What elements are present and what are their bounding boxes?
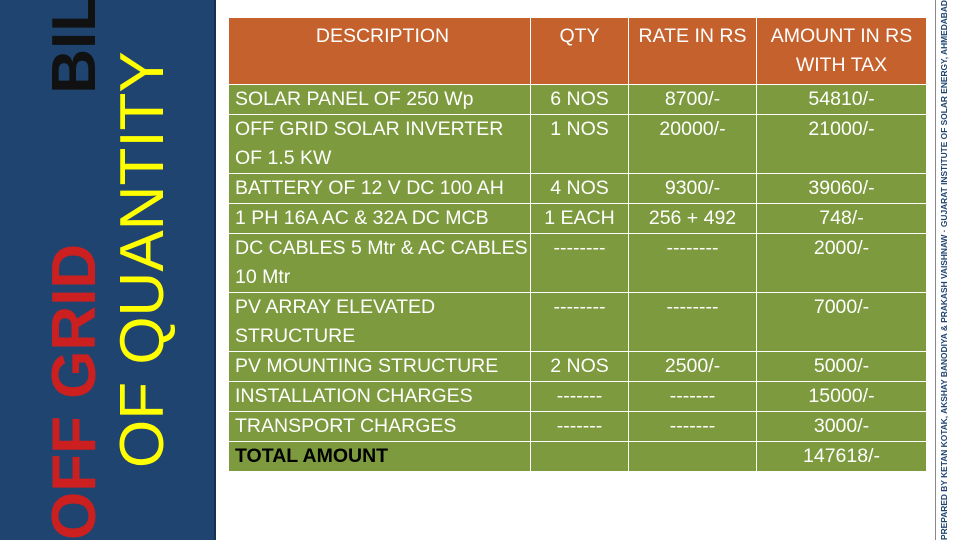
credit-divider <box>935 0 936 540</box>
table-header-row: DESCRIPTION QTY RATE IN RS AMOUNT IN RS … <box>228 17 927 85</box>
table-row: SOLAR PANEL OF 250 Wp 6 NOS 8700/- 54810… <box>228 84 927 115</box>
table-row: 1 PH 16A AC & 32A DC MCB 1 EACH 256 + 49… <box>228 203 927 234</box>
row-rate: 20000/- <box>628 114 757 174</box>
row-rate: ------- <box>628 381 757 412</box>
row-qty: ------- <box>530 411 629 442</box>
table-row: PV ARRAY ELEVATED STRUCTURE -------- ---… <box>228 292 927 352</box>
table-row: BATTERY OF 12 V DC 100 AH 4 NOS 9300/- 3… <box>228 173 927 204</box>
row-rate: 256 + 492 <box>628 203 757 234</box>
bill-of-quantity-table: DESCRIPTION QTY RATE IN RS AMOUNT IN RS … <box>228 17 927 472</box>
table-row: PV MOUNTING STRUCTURE 2 NOS 2500/- 5000/… <box>228 351 927 382</box>
row-description: TRANSPORT CHARGES <box>228 411 531 442</box>
row-description: INSTALLATION CHARGES <box>228 381 531 412</box>
total-amount: 147618/- <box>756 441 927 472</box>
total-row: TOTAL AMOUNT 147618/- <box>228 441 927 472</box>
title-line-1: OFF GRID BILL <box>40 0 110 540</box>
total-rate-cell <box>628 441 757 472</box>
row-rate: 8700/- <box>628 84 757 115</box>
table-row: DC CABLES 5 Mtr & AC CABLES 10 Mtr -----… <box>228 233 927 293</box>
row-description: PV MOUNTING STRUCTURE <box>228 351 531 382</box>
header-rate: RATE IN RS <box>628 17 757 85</box>
total-label: TOTAL AMOUNT <box>228 441 531 472</box>
title-bill: BILL <box>40 0 109 94</box>
row-qty: -------- <box>530 292 629 352</box>
row-amount: 15000/- <box>756 381 927 412</box>
credit-text: PREPARED BY KETAN KOTAK, AKSHAY BANODIYA… <box>939 0 949 540</box>
table-row: INSTALLATION CHARGES ------- ------- 150… <box>228 381 927 412</box>
row-amount: 2000/- <box>756 233 927 293</box>
row-amount: 54810/- <box>756 84 927 115</box>
table-row: TRANSPORT CHARGES ------- ------- 3000/- <box>228 411 927 442</box>
row-amount: 39060/- <box>756 173 927 204</box>
row-amount: 5000/- <box>756 351 927 382</box>
row-qty: -------- <box>530 233 629 293</box>
row-amount: 7000/- <box>756 292 927 352</box>
row-description: OFF GRID SOLAR INVERTER OF 1.5 KW <box>228 114 531 174</box>
row-rate: -------- <box>628 233 757 293</box>
row-qty: 1 EACH <box>530 203 629 234</box>
row-description: PV ARRAY ELEVATED STRUCTURE <box>228 292 531 352</box>
header-description: DESCRIPTION <box>228 17 531 85</box>
row-rate: 9300/- <box>628 173 757 204</box>
row-amount: 3000/- <box>756 411 927 442</box>
row-rate: 2500/- <box>628 351 757 382</box>
row-amount: 748/- <box>756 203 927 234</box>
row-qty: 4 NOS <box>530 173 629 204</box>
row-qty: ------- <box>530 381 629 412</box>
row-qty: 1 NOS <box>530 114 629 174</box>
row-rate: ------- <box>628 411 757 442</box>
total-qty-cell <box>530 441 629 472</box>
row-qty: 2 NOS <box>530 351 629 382</box>
title-off-grid: OFF GRID <box>40 243 109 540</box>
row-description: DC CABLES 5 Mtr & AC CABLES 10 Mtr <box>228 233 531 293</box>
row-description: 1 PH 16A AC & 32A DC MCB <box>228 203 531 234</box>
table-row: OFF GRID SOLAR INVERTER OF 1.5 KW 1 NOS … <box>228 114 927 174</box>
slide-title: OFF GRID BILL OF QUANTITY <box>8 0 208 540</box>
row-amount: 21000/- <box>756 114 927 174</box>
header-amount: AMOUNT IN RS WITH TAX <box>756 17 927 85</box>
title-panel: OFF GRID BILL OF QUANTITY <box>0 0 216 540</box>
header-qty: QTY <box>530 17 629 85</box>
row-description: BATTERY OF 12 V DC 100 AH <box>228 173 531 204</box>
row-rate: -------- <box>628 292 757 352</box>
row-description: SOLAR PANEL OF 250 Wp <box>228 84 531 115</box>
title-line-2: OF QUANTITY <box>108 51 177 468</box>
row-qty: 6 NOS <box>530 84 629 115</box>
